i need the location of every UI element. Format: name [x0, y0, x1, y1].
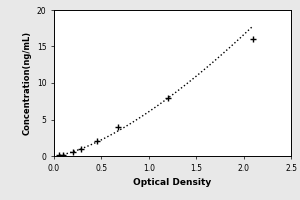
Y-axis label: Concentration(ng/mL): Concentration(ng/mL) [22, 31, 31, 135]
X-axis label: Optical Density: Optical Density [134, 178, 212, 187]
